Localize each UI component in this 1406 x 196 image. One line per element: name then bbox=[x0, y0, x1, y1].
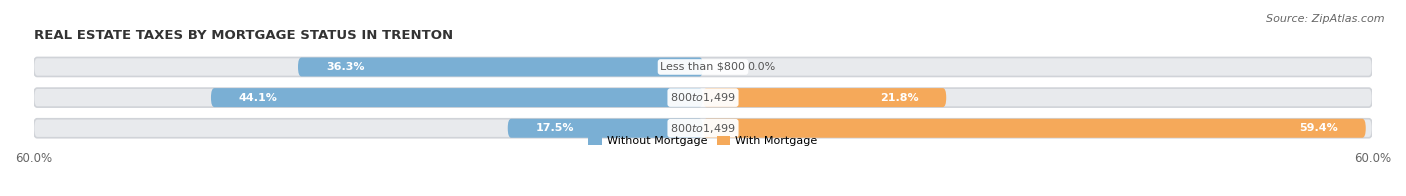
Text: Less than $800: Less than $800 bbox=[661, 62, 745, 72]
FancyBboxPatch shape bbox=[298, 57, 703, 76]
FancyBboxPatch shape bbox=[703, 119, 1365, 138]
Text: $800 to $1,499: $800 to $1,499 bbox=[671, 91, 735, 104]
FancyBboxPatch shape bbox=[34, 57, 1372, 76]
FancyBboxPatch shape bbox=[508, 119, 703, 138]
Text: REAL ESTATE TAXES BY MORTGAGE STATUS IN TRENTON: REAL ESTATE TAXES BY MORTGAGE STATUS IN … bbox=[34, 29, 453, 42]
Text: 59.4%: 59.4% bbox=[1299, 123, 1339, 133]
Text: 44.1%: 44.1% bbox=[239, 93, 278, 103]
FancyBboxPatch shape bbox=[34, 88, 1372, 107]
Text: 21.8%: 21.8% bbox=[880, 93, 918, 103]
Text: 36.3%: 36.3% bbox=[326, 62, 364, 72]
FancyBboxPatch shape bbox=[34, 119, 1372, 138]
FancyBboxPatch shape bbox=[703, 88, 946, 107]
FancyBboxPatch shape bbox=[211, 88, 703, 107]
Text: 17.5%: 17.5% bbox=[536, 123, 574, 133]
Text: $800 to $1,499: $800 to $1,499 bbox=[671, 122, 735, 135]
Text: 0.0%: 0.0% bbox=[748, 62, 776, 72]
Legend: Without Mortgage, With Mortgage: Without Mortgage, With Mortgage bbox=[583, 131, 823, 151]
Text: Source: ZipAtlas.com: Source: ZipAtlas.com bbox=[1267, 14, 1385, 24]
